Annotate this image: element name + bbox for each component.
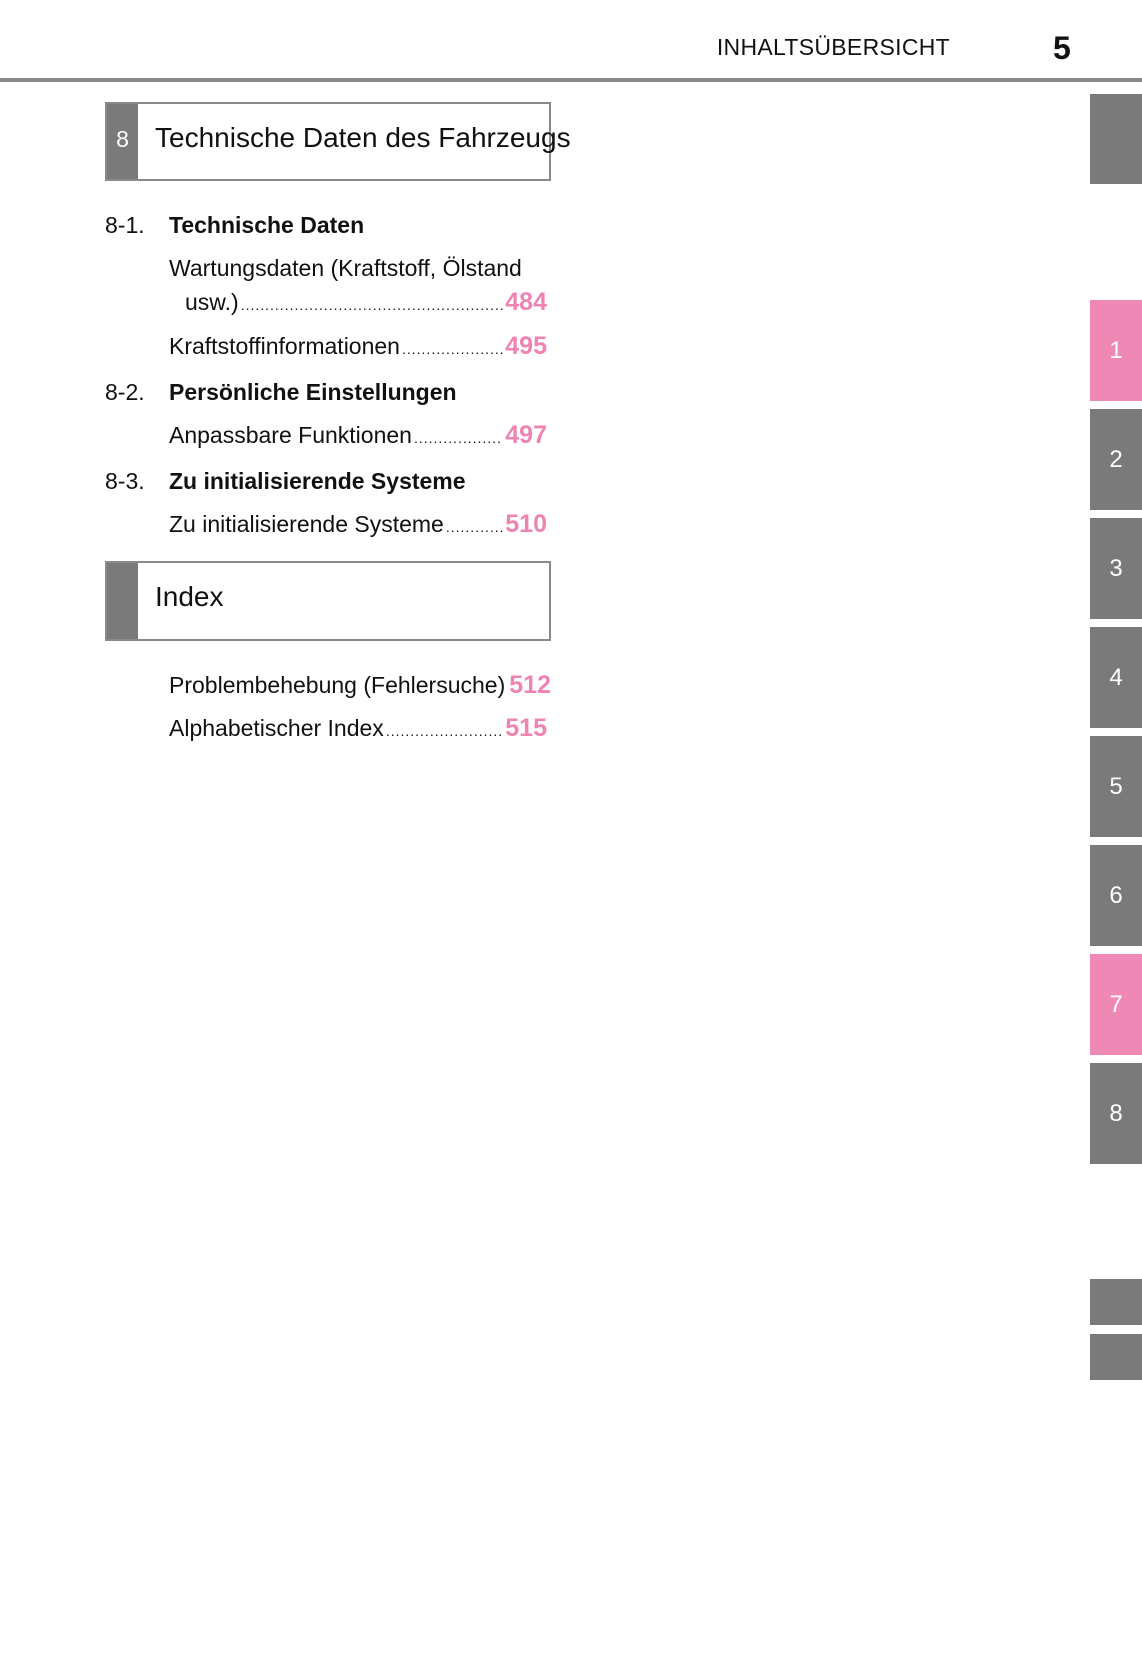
side-tab-index-a[interactable]: [1090, 1279, 1142, 1325]
page-link[interactable]: 484: [505, 288, 547, 316]
entry-wartung-line1[interactable]: Wartungsdaten (Kraftstoff, Ölstand: [169, 255, 522, 281]
toc-entry-kraftstoff[interactable]: Kraftstoffinformationen 495: [169, 332, 547, 361]
leader-dots: [414, 430, 503, 446]
side-tab-3[interactable]: 3: [1090, 518, 1142, 619]
entry-label: Zu initialisierende Systeme: [169, 511, 444, 537]
leader-dots: [402, 341, 503, 357]
index-title: Index: [155, 581, 224, 612]
side-tab-2[interactable]: 2: [1090, 409, 1142, 510]
page-link[interactable]: 497: [505, 421, 547, 449]
section-number: 8-2.: [105, 379, 145, 405]
side-tab-index-b[interactable]: [1090, 1334, 1142, 1380]
chapter-title: Technische Daten des Fahrzeugs: [155, 122, 571, 153]
entry-label: usw.): [185, 289, 239, 315]
entry-label: Kraftstoffinformationen: [169, 333, 400, 359]
section-8-1: 8-1. Technische Daten: [105, 212, 364, 239]
side-tab-1[interactable]: 1: [1090, 300, 1142, 401]
leader-dots: [446, 519, 503, 535]
entry-label: Problembehebung (Fehlersuche): [169, 672, 506, 698]
toc-entry-problembehebung[interactable]: Problembehebung (Fehlersuche) 512: [169, 671, 551, 700]
side-tab-8[interactable]: 8: [1090, 1063, 1142, 1164]
running-header-title: INHALTSÜBERSICHT: [716, 34, 950, 60]
toc-entry-wartung[interactable]: usw.) 484: [185, 288, 547, 317]
side-tab-5[interactable]: 5: [1090, 736, 1142, 837]
header-rule: [0, 78, 1142, 82]
chapter-number: 8: [107, 104, 138, 179]
page-link[interactable]: 512: [509, 671, 551, 699]
toc-entry-init[interactable]: Zu initialisierende Systeme 510: [169, 510, 547, 539]
page-link[interactable]: 515: [505, 714, 547, 742]
section-title: Technische Daten: [169, 212, 365, 238]
page-link[interactable]: 495: [505, 332, 547, 360]
section-8-2: 8-2. Persönliche Einstellungen: [105, 379, 457, 406]
toc-entry-anpassbare[interactable]: Anpassbare Funktionen 497: [169, 421, 547, 450]
entry-label: Anpassbare Funktionen: [169, 422, 412, 448]
section-number: 8-1.: [105, 212, 145, 238]
page-link[interactable]: 510: [505, 510, 547, 538]
page-number: 5: [1053, 30, 1071, 66]
entry-label: Alphabetischer Index: [169, 715, 384, 741]
index-bar: [107, 563, 138, 639]
index-heading-box: Index: [105, 561, 551, 641]
section-title: Persönliche Einstellungen: [169, 379, 457, 405]
leader-dots: [241, 297, 504, 313]
leader-dots: [386, 723, 503, 739]
chapter-heading-box: 8 Technische Daten des Fahrzeugs: [105, 102, 571, 181]
side-tab-7[interactable]: 7: [1090, 954, 1142, 1055]
section-8-3: 8-3. Zu initialisierende Systeme: [105, 468, 466, 495]
toc-entry-alphabetisch[interactable]: Alphabetischer Index 515: [169, 714, 547, 743]
side-tab-6[interactable]: 6: [1090, 845, 1142, 946]
section-number: 8-3.: [105, 468, 145, 494]
side-tab-contents[interactable]: [1090, 94, 1142, 184]
side-tab-4[interactable]: 4: [1090, 627, 1142, 728]
section-title: Zu initialisierende Systeme: [169, 468, 466, 494]
